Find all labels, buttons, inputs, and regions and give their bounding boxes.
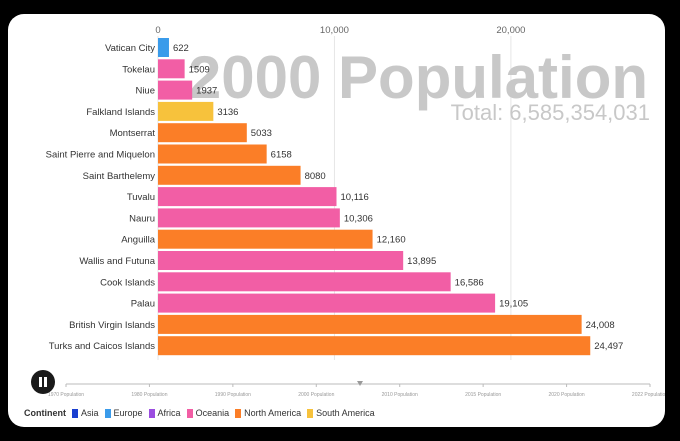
category-label-2: Niue — [135, 86, 155, 97]
legend-swatch — [186, 408, 193, 418]
legend-label: Asia — [81, 408, 99, 418]
value-label-4: 5033 — [251, 128, 272, 139]
pause-icon — [39, 377, 42, 387]
category-label-6: Saint Barthelemy — [83, 171, 156, 182]
category-label-0: Vatican City — [105, 43, 155, 54]
category-label-10: Wallis and Futuna — [79, 256, 155, 267]
x-tick-label-0: 0 — [155, 25, 160, 36]
value-label-3: 3136 — [217, 107, 238, 118]
bar-7 — [158, 187, 337, 207]
legend-label: Oceania — [195, 408, 230, 418]
value-label-7: 10,116 — [340, 192, 368, 203]
x-tick-label-2: 20,000 — [496, 25, 525, 36]
category-label-14: Turks and Caicos Islands — [49, 341, 156, 352]
timeline-label-7: 2022 Population — [632, 392, 665, 398]
legend-item-europe[interactable]: Europe — [104, 408, 143, 418]
legend-label: Africa — [157, 408, 181, 418]
legend-swatch — [104, 408, 111, 418]
bar-9 — [158, 229, 373, 249]
value-label-9: 12,160 — [377, 235, 406, 246]
timeline-label-6: 2020 Population — [548, 392, 584, 398]
legend-item-north-america[interactable]: North America — [235, 408, 301, 418]
value-label-6: 8080 — [305, 171, 326, 182]
legend-swatch — [307, 408, 314, 418]
legend: Continent Asia Europe Africa Oceania North A… — [24, 406, 381, 420]
value-label-2: 1937 — [196, 86, 217, 97]
legend-swatch — [72, 408, 78, 418]
total-label: Total: 6,585,354,031 — [451, 100, 650, 125]
bar-1 — [158, 59, 185, 79]
legend-title: Continent — [24, 408, 66, 418]
category-label-13: British Virgin Islands — [69, 320, 155, 331]
legend-item-africa[interactable]: Africa — [148, 408, 181, 418]
bar-5 — [158, 144, 267, 164]
category-label-9: Anguilla — [121, 235, 156, 246]
category-label-5: Saint Pierre and Miquelon — [46, 150, 155, 161]
bar-chart: 0 10,000 20,000 2000 Population Total: 6,5… — [46, 25, 665, 398]
pause-icon-bar — [44, 377, 47, 387]
timeline-label-2: 1990 Population — [215, 392, 251, 398]
timeline-label-0: 1970 Population — [48, 392, 84, 398]
category-label-7: Tuvalu — [127, 192, 155, 203]
bar-14 — [158, 336, 591, 356]
value-label-10: 13,895 — [407, 256, 436, 267]
value-label-8: 10,306 — [344, 213, 373, 224]
category-label-11: Cook Islands — [100, 277, 155, 288]
legend-label: South America — [316, 408, 375, 418]
category-label-12: Palau — [131, 299, 155, 310]
timeline-label-4: 2010 Population — [382, 392, 418, 398]
legend-item-south-america[interactable]: South America — [307, 408, 375, 418]
value-label-5: 6158 — [271, 150, 292, 161]
bar-8 — [158, 208, 340, 228]
bar-10 — [158, 251, 404, 270]
legend-item-oceania[interactable]: Oceania — [186, 408, 230, 418]
legend-swatch — [148, 408, 155, 418]
category-label-8: Nauru — [129, 213, 155, 224]
category-label-1: Tokelau — [122, 64, 155, 75]
bar-12 — [158, 293, 496, 313]
value-label-0: 622 — [173, 43, 189, 54]
timeline[interactable]: 1970 Population 1980 Population 1990 Popul… — [48, 381, 665, 398]
value-label-11: 16,586 — [455, 277, 484, 288]
bar-3 — [158, 101, 214, 121]
category-label-3: Falkland Islands — [86, 107, 155, 118]
timeline-label-5: 2015 Population — [465, 392, 501, 398]
bar-13 — [158, 314, 582, 334]
value-label-13: 24,008 — [586, 320, 615, 331]
pause-button[interactable] — [31, 370, 55, 394]
bar-4 — [158, 123, 247, 143]
legend-swatch — [235, 408, 242, 418]
legend-label: Europe — [113, 408, 143, 418]
legend-label: North America — [244, 408, 302, 418]
year-label: 2000 Population — [188, 44, 648, 111]
bar-0 — [158, 38, 169, 57]
bar-2 — [158, 80, 193, 100]
bar-6 — [158, 165, 301, 185]
value-label-1: 1509 — [189, 64, 210, 75]
value-label-14: 24,497 — [594, 341, 623, 352]
timeline-marker-icon — [357, 381, 363, 386]
bar-11 — [158, 272, 451, 292]
timeline-label-3: 2000 Population — [298, 392, 334, 398]
x-tick-label-1: 10,000 — [320, 25, 349, 36]
timeline-label-1: 1980 Population — [131, 392, 167, 398]
chart-card: 0 10,000 20,000 2000 Population Total: 6,5… — [8, 14, 665, 427]
category-label-4: Montserrat — [110, 128, 156, 139]
value-label-12: 19,105 — [499, 299, 528, 310]
legend-item-asia[interactable]: Asia — [72, 408, 99, 418]
bars: Vatican City 622 Tokelau 1509 Niue 1937 Falkla… — [46, 38, 623, 356]
